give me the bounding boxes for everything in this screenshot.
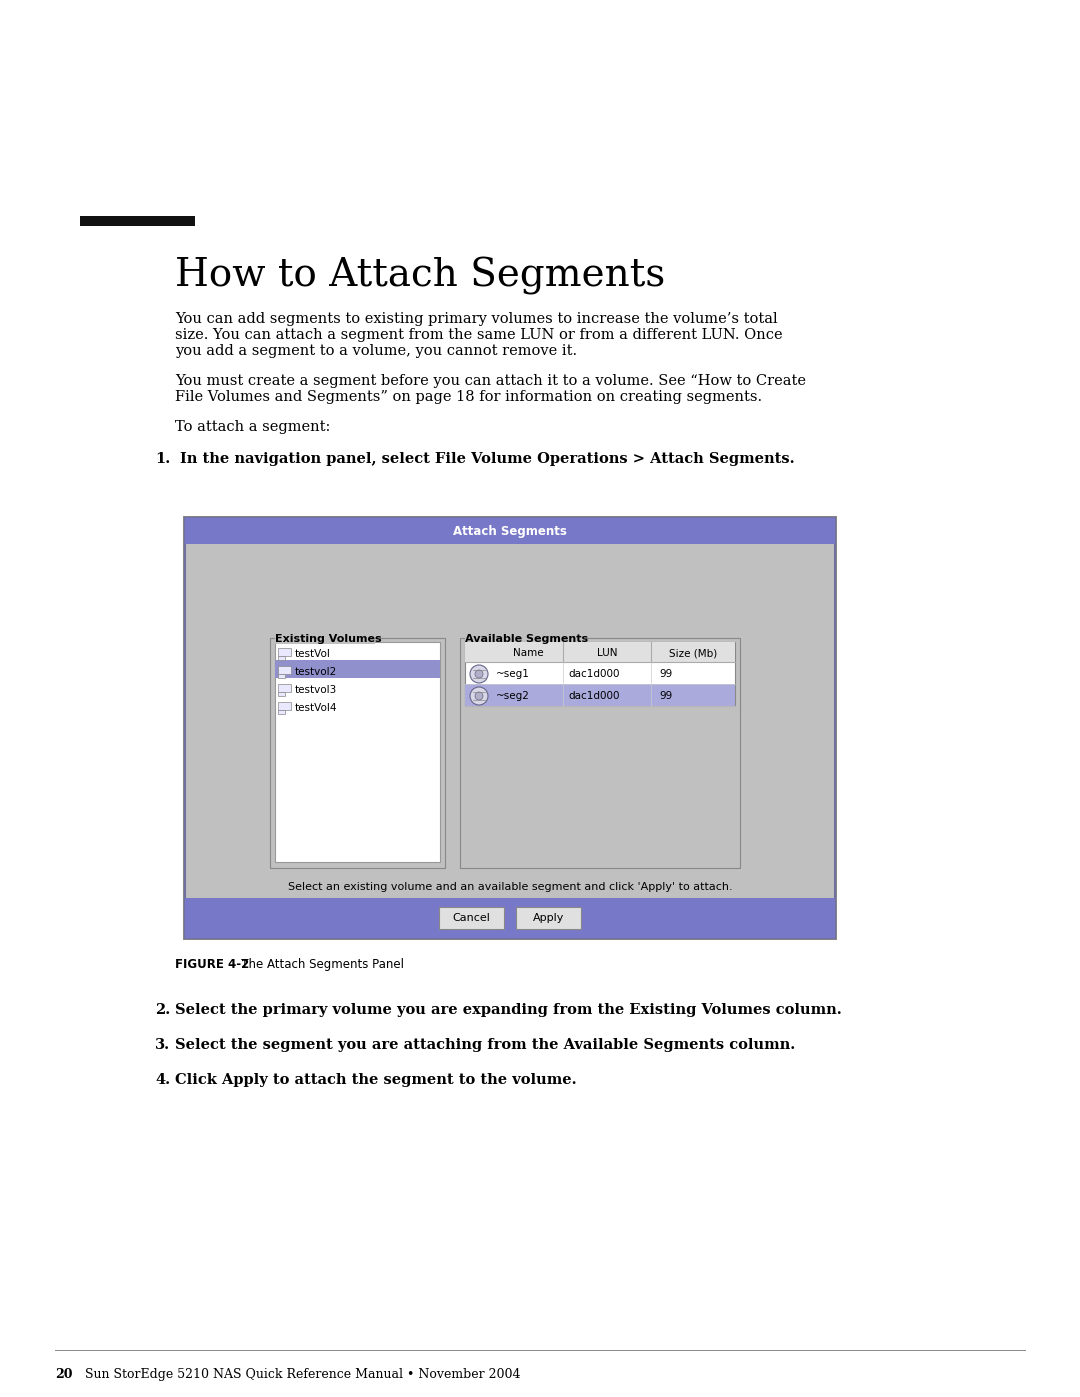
Text: Select the primary volume you are expanding from the Existing Volumes column.: Select the primary volume you are expand…: [175, 1003, 841, 1017]
Text: testVol: testVol: [295, 650, 330, 659]
Bar: [275, 630, 375, 644]
Text: Select an existing volume and an available segment and click 'Apply' to attach.: Select an existing volume and an availab…: [287, 882, 732, 893]
Text: To attach a segment:: To attach a segment:: [175, 420, 330, 434]
Text: Sun StorEdge 5210 NAS Quick Reference Manual • November 2004: Sun StorEdge 5210 NAS Quick Reference Ma…: [69, 1368, 521, 1382]
Text: testvol3: testvol3: [295, 685, 337, 694]
Text: Click Apply to attach the segment to the volume.: Click Apply to attach the segment to the…: [175, 1073, 577, 1087]
Text: 3.: 3.: [156, 1038, 171, 1052]
Circle shape: [470, 687, 488, 705]
Text: You must create a segment before you can attach it to a volume. See “How to Crea: You must create a segment before you can…: [175, 374, 806, 388]
Text: ~seg2: ~seg2: [496, 692, 530, 701]
Bar: [80, 217, 195, 226]
Bar: [185, 898, 835, 937]
Bar: [465, 643, 735, 662]
Bar: [185, 518, 835, 543]
Text: 99: 99: [659, 692, 672, 701]
Text: you add a segment to a volume, you cannot remove it.: you add a segment to a volume, you canno…: [175, 344, 577, 358]
Bar: [185, 518, 835, 937]
Text: Apply: Apply: [532, 914, 564, 923]
Circle shape: [475, 692, 483, 700]
Bar: [460, 638, 740, 868]
Bar: [278, 703, 291, 710]
Text: Available Segments: Available Segments: [465, 634, 589, 644]
Text: testvol2: testvol2: [295, 666, 337, 678]
Text: File Volumes and Segments” on page 18 for information on creating segments.: File Volumes and Segments” on page 18 fo…: [175, 390, 762, 404]
Bar: [278, 648, 291, 657]
Bar: [275, 643, 440, 862]
Text: How to Attach Segments: How to Attach Segments: [175, 257, 665, 295]
Text: 4.: 4.: [156, 1073, 171, 1087]
Bar: [270, 638, 445, 868]
Text: Attach Segments: Attach Segments: [454, 524, 567, 538]
Bar: [278, 692, 285, 696]
Text: LUN: LUN: [597, 648, 618, 658]
Text: dac1d000: dac1d000: [568, 692, 620, 701]
Bar: [278, 666, 291, 673]
Circle shape: [470, 665, 488, 683]
Text: dac1d000: dac1d000: [568, 669, 620, 679]
Bar: [278, 673, 285, 678]
Text: Name: Name: [513, 648, 543, 658]
Bar: [516, 907, 581, 929]
Text: Select the segment you are attaching from the Available Segments column.: Select the segment you are attaching fro…: [175, 1038, 795, 1052]
Text: In the navigation panel, select File Volume Operations > Attach Segments.: In the navigation panel, select File Vol…: [180, 453, 795, 467]
Bar: [278, 657, 285, 659]
Bar: [465, 643, 735, 705]
Circle shape: [475, 671, 483, 678]
Text: FIGURE 4-2: FIGURE 4-2: [175, 958, 249, 971]
Text: Existing Volumes: Existing Volumes: [275, 634, 381, 644]
Text: The Attach Segments Panel: The Attach Segments Panel: [230, 958, 404, 971]
Text: 99: 99: [659, 669, 672, 679]
Bar: [465, 685, 735, 705]
Text: Cancel: Cancel: [453, 914, 490, 923]
Text: ~seg1: ~seg1: [496, 669, 530, 679]
Bar: [278, 685, 291, 692]
Bar: [438, 907, 504, 929]
Text: size. You can attach a segment from the same LUN or from a different LUN. Once: size. You can attach a segment from the …: [175, 328, 783, 342]
Bar: [183, 515, 837, 940]
Text: testVol4: testVol4: [295, 703, 337, 712]
Text: Size (Mb): Size (Mb): [669, 648, 717, 658]
Text: You can add segments to existing primary volumes to increase the volume’s total: You can add segments to existing primary…: [175, 312, 778, 326]
Bar: [275, 659, 440, 678]
Bar: [278, 710, 285, 714]
Bar: [465, 630, 585, 644]
Text: 1.: 1.: [156, 453, 171, 467]
Text: 20: 20: [55, 1368, 72, 1382]
Text: 2.: 2.: [156, 1003, 171, 1017]
